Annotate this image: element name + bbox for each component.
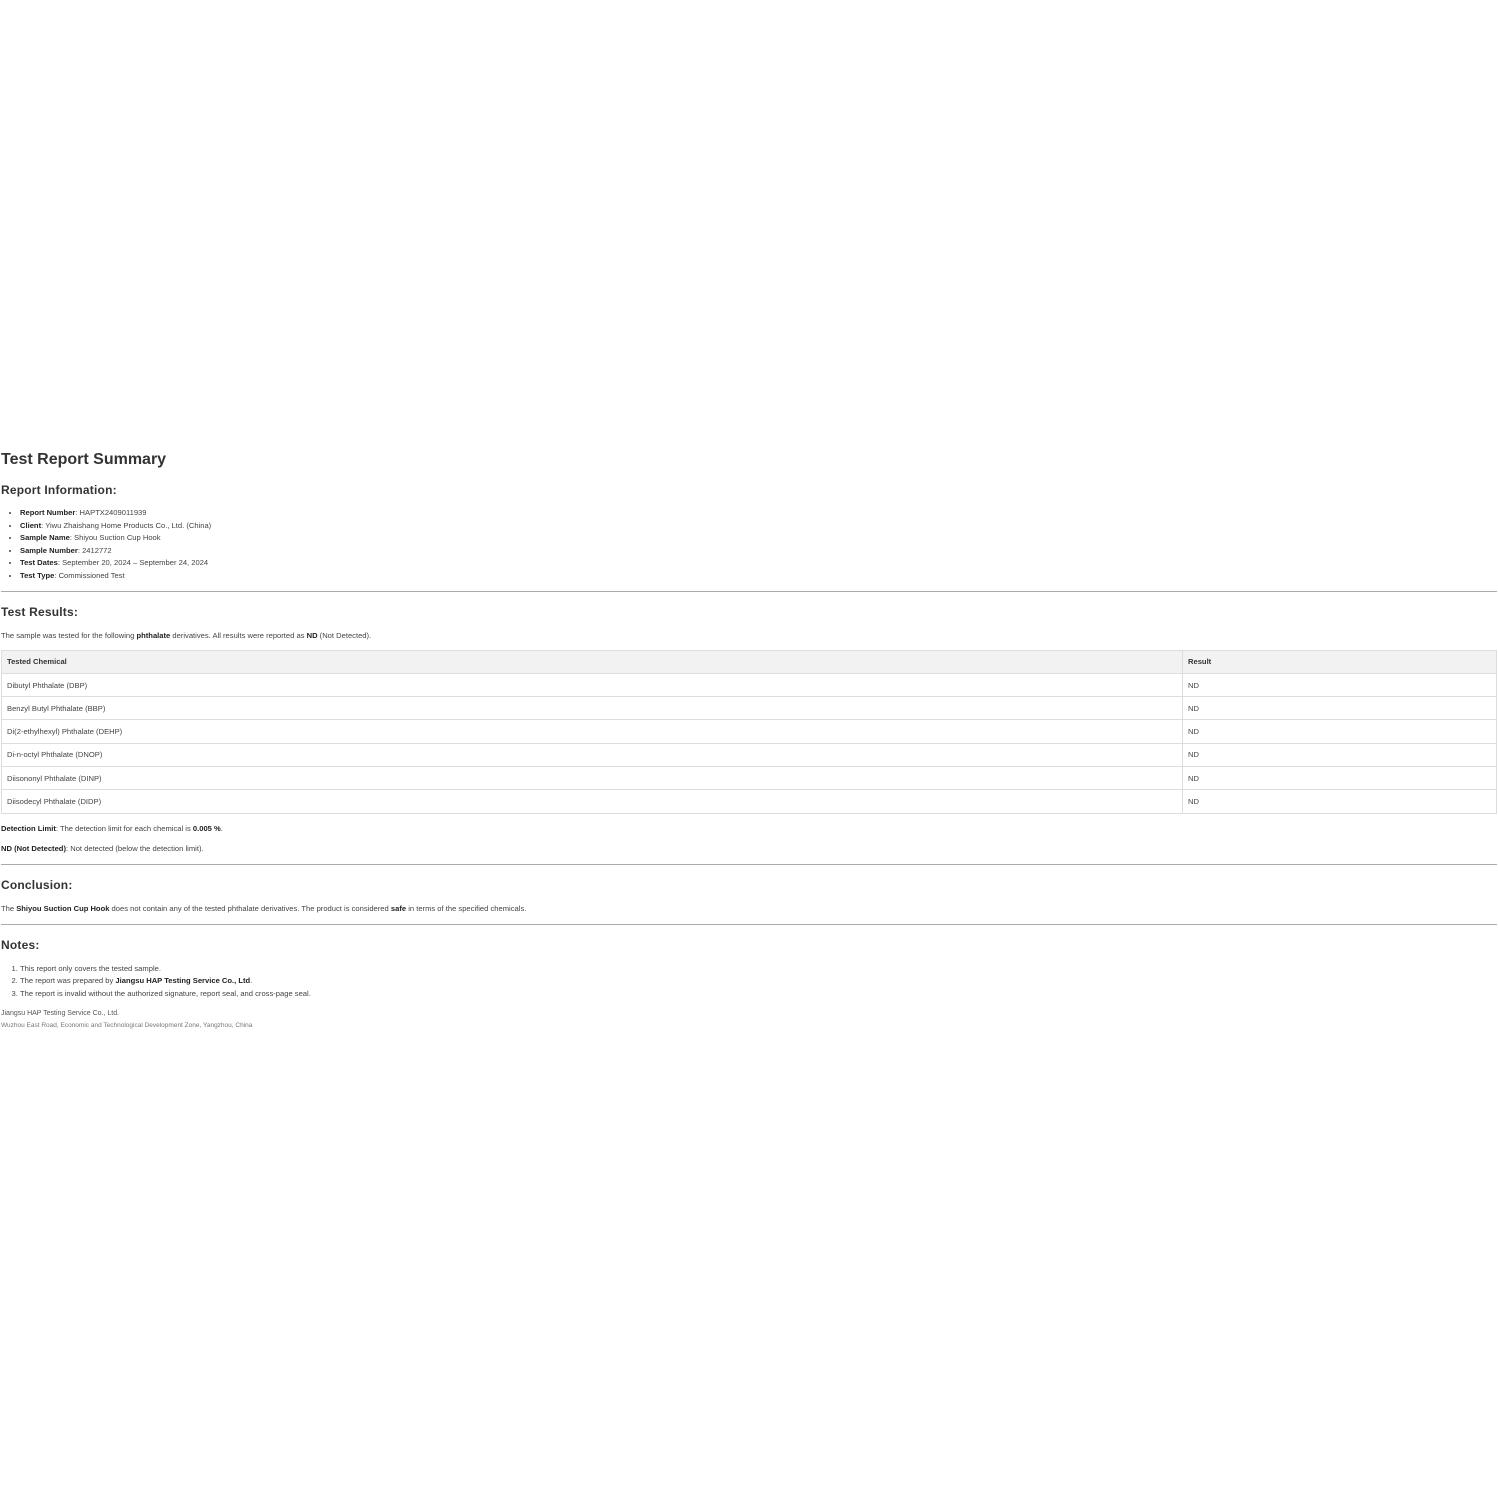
note-item: This report only covers the tested sampl… (20, 963, 1497, 976)
divider (1, 923, 1497, 925)
results-heading: Test Results: (1, 604, 79, 619)
table-row: Di(2-ethylhexyl) Phthalate (DEHP) ND (1, 719, 1497, 744)
info-test-type: Test Type: Commissioned Test (20, 570, 1497, 583)
info-client: Client: Yiwu Zhaishang Home Products Co.… (20, 520, 1497, 533)
conclusion-heading: Conclusion: (1, 877, 73, 892)
results-table: Tested Chemical Result Dibutyl Phthalate … (1, 649, 1497, 814)
footer: Jiangsu HAP Testing Service Co., Ltd. Wu… (1, 1008, 1497, 1032)
notes-heading: Notes: (1, 937, 40, 952)
results-intro: The sample was tested for the following … (1, 630, 372, 640)
note-item: The report was prepared by Jiangsu HAP T… (20, 975, 1497, 988)
footer-address: Wuzhou East Road, Economic and Technolog… (1, 1022, 253, 1030)
report-info-heading: Report Information: (1, 483, 117, 497)
note-item: The report is invalid without the author… (20, 988, 1497, 1001)
notes-list: This report only covers the tested sampl… (1, 963, 1497, 1001)
divider (1, 863, 1497, 865)
conclusion-text: The Shiyou Suction Cup Hook does not con… (1, 903, 527, 913)
detection-limit: Detection Limit: The detection limit for… (1, 823, 223, 833)
info-sample-name: Sample Name: Shiyou Suction Cup Hook (20, 532, 1497, 545)
info-test-dates: Test Dates: September 20, 2024 – Septemb… (20, 557, 1497, 570)
page-title: Test Report Summary (1, 451, 167, 468)
info-sample-number: Sample Number: 2412772 (20, 545, 1497, 558)
table-row: Dibutyl Phthalate (DBP) ND (1, 672, 1497, 698)
nd-definition: ND (Not Detected): Not detected (below t… (1, 843, 204, 853)
table-row: Diisononyl Phthalate (DINP) ND (1, 766, 1497, 791)
footer-company: Jiangsu HAP Testing Service Co., Ltd. (1, 1010, 120, 1018)
table-row: Benzyl Butyl Phthalate (BBP) ND (1, 696, 1497, 721)
table-row: Diisodecyl Phthalate (DIDP) ND (1, 789, 1497, 814)
divider (1, 590, 1497, 592)
report-info-list: Report Number: HAPTX2409011939 Client: Y… (1, 507, 1497, 583)
info-report-number: Report Number: HAPTX2409011939 (20, 507, 1497, 520)
table-header: Tested Chemical Result (1, 649, 1497, 674)
report-document: Test Report Summary Report Information: … (1, 450, 1497, 1032)
table-row: Di-n-octyl Phthalate (DNOP) ND (1, 742, 1497, 768)
